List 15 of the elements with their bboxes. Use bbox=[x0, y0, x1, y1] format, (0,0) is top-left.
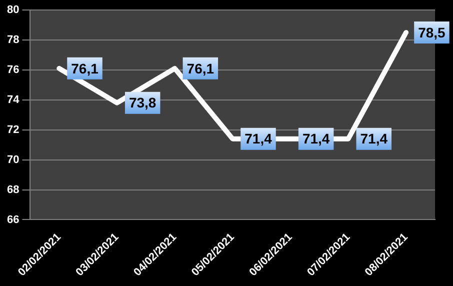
data-label: 71,4 bbox=[360, 130, 388, 147]
data-label: 76,1 bbox=[71, 60, 99, 76]
y-tick-label: 66 bbox=[6, 214, 20, 226]
y-tick-label: 76 bbox=[6, 64, 20, 76]
data-label: 73,8 bbox=[128, 94, 156, 111]
data-label: 78,5 bbox=[418, 24, 446, 40]
data-label: 71,4 bbox=[244, 130, 272, 147]
y-tick-label: 70 bbox=[6, 154, 20, 166]
y-tick-label: 72 bbox=[6, 124, 20, 136]
y-tick-label: 78 bbox=[6, 34, 20, 46]
data-label: 76,1 bbox=[186, 60, 214, 76]
y-tick-label: 68 bbox=[6, 184, 20, 196]
y-tick-label: 80 bbox=[6, 4, 20, 16]
y-tick-label: 74 bbox=[6, 94, 20, 106]
data-label: 71,4 bbox=[302, 130, 330, 147]
